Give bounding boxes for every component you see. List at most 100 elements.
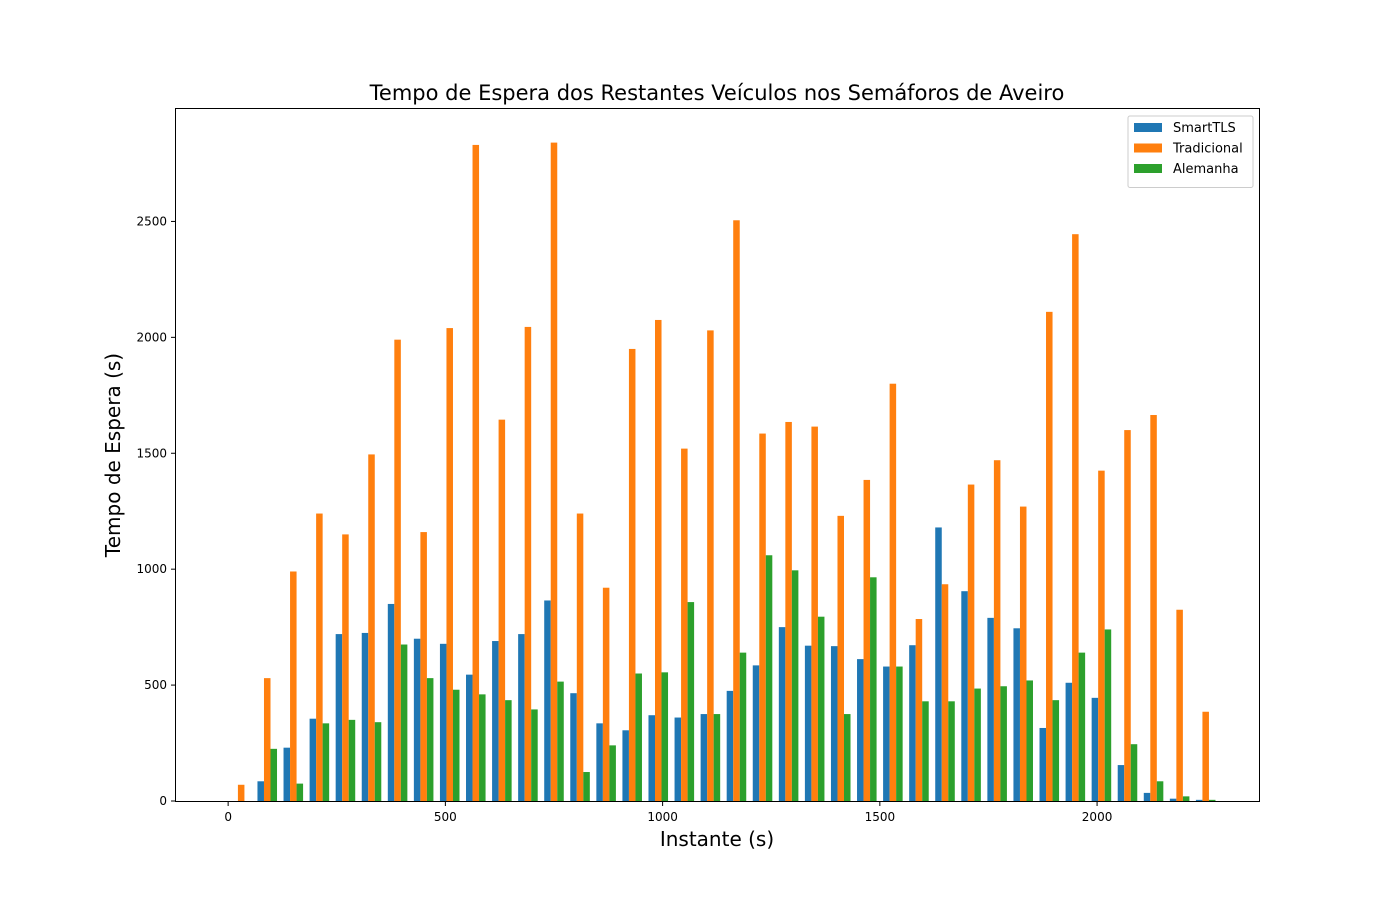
bar bbox=[342, 534, 349, 801]
bars-layer bbox=[237, 142, 1216, 802]
bar bbox=[361, 632, 369, 801]
bar bbox=[1019, 506, 1027, 801]
y-axis-ticks: 0 500 1000 1500 2000 2500 bbox=[136, 214, 176, 808]
bar bbox=[452, 689, 460, 801]
bar bbox=[922, 701, 929, 801]
bar bbox=[439, 643, 447, 801]
bar bbox=[844, 714, 851, 801]
bar bbox=[837, 515, 844, 801]
bar bbox=[400, 644, 408, 801]
bar bbox=[1124, 430, 1131, 801]
bar bbox=[811, 426, 818, 801]
bar bbox=[726, 690, 734, 801]
bar bbox=[316, 513, 323, 801]
bar bbox=[1130, 744, 1138, 801]
bar bbox=[655, 319, 662, 801]
bar bbox=[661, 672, 669, 801]
bar bbox=[785, 421, 792, 801]
bar bbox=[909, 645, 916, 801]
bar bbox=[335, 634, 343, 801]
bar bbox=[413, 638, 421, 801]
bar bbox=[498, 419, 506, 801]
bar bbox=[941, 584, 949, 801]
bar bbox=[446, 328, 453, 801]
bar bbox=[374, 722, 382, 801]
bar bbox=[883, 666, 890, 801]
bar bbox=[1065, 682, 1073, 801]
legend-label: Alemanha bbox=[1173, 162, 1239, 177]
bar bbox=[967, 484, 975, 801]
bar bbox=[1195, 799, 1203, 801]
x-axis-label: Instante (s) bbox=[660, 827, 774, 851]
bar bbox=[700, 714, 708, 801]
y-tick-label: 1000 bbox=[136, 562, 167, 576]
x-tick-label: 0 bbox=[224, 810, 232, 824]
bar bbox=[896, 666, 903, 801]
bar bbox=[759, 433, 766, 801]
bar bbox=[1182, 796, 1190, 801]
bar bbox=[791, 570, 799, 801]
bar bbox=[1098, 470, 1105, 801]
bar bbox=[804, 645, 812, 801]
bar bbox=[1104, 629, 1112, 801]
bar bbox=[628, 348, 636, 801]
bar bbox=[466, 674, 473, 801]
bar bbox=[296, 783, 304, 801]
bar bbox=[987, 617, 994, 801]
bar bbox=[544, 600, 551, 801]
x-tick-label: 1000 bbox=[647, 810, 678, 824]
bar bbox=[870, 577, 877, 801]
bar bbox=[1026, 680, 1033, 801]
bar bbox=[290, 571, 297, 801]
bar bbox=[1052, 700, 1060, 801]
bar bbox=[583, 772, 590, 801]
bar bbox=[257, 781, 264, 801]
bar bbox=[576, 513, 584, 801]
bar bbox=[531, 709, 538, 801]
bar bbox=[1169, 798, 1177, 801]
bar bbox=[596, 723, 603, 801]
bar bbox=[674, 717, 682, 801]
bar bbox=[394, 339, 401, 801]
bar bbox=[492, 641, 499, 801]
bar bbox=[889, 383, 897, 801]
bar bbox=[1176, 609, 1183, 801]
bar bbox=[935, 527, 942, 801]
bar bbox=[479, 694, 486, 801]
bar bbox=[1117, 765, 1125, 801]
y-tick-label: 1500 bbox=[136, 446, 167, 460]
bar bbox=[857, 659, 864, 801]
legend-label: SmartTLS bbox=[1173, 121, 1236, 136]
legend-label: Tradicional bbox=[1172, 142, 1243, 157]
bar bbox=[1013, 628, 1020, 801]
bar bbox=[505, 700, 512, 801]
x-tick-label: 2000 bbox=[1082, 810, 1113, 824]
y-tick-label: 500 bbox=[144, 678, 167, 692]
bar bbox=[283, 747, 291, 801]
bar bbox=[602, 587, 610, 801]
bar bbox=[817, 616, 825, 801]
legend-swatch bbox=[1134, 143, 1162, 153]
bar bbox=[609, 745, 616, 801]
bar bbox=[948, 701, 955, 801]
bar bbox=[550, 142, 558, 802]
bar bbox=[1046, 311, 1053, 801]
bar bbox=[557, 681, 564, 801]
bar bbox=[426, 678, 434, 801]
bar bbox=[309, 718, 317, 801]
bar bbox=[765, 555, 773, 801]
plot-frame bbox=[175, 108, 1260, 802]
y-tick-label: 0 bbox=[159, 794, 167, 808]
chart-title: Tempo de Espera dos Restantes Veículos n… bbox=[369, 81, 1065, 105]
bar bbox=[1150, 415, 1157, 801]
bar bbox=[974, 688, 981, 801]
bar bbox=[961, 591, 968, 801]
bar bbox=[1202, 711, 1209, 801]
bar bbox=[237, 784, 245, 801]
bar bbox=[472, 144, 480, 801]
bar bbox=[1078, 652, 1086, 801]
bar bbox=[263, 678, 271, 801]
bar bbox=[518, 634, 525, 801]
bar bbox=[739, 652, 747, 801]
